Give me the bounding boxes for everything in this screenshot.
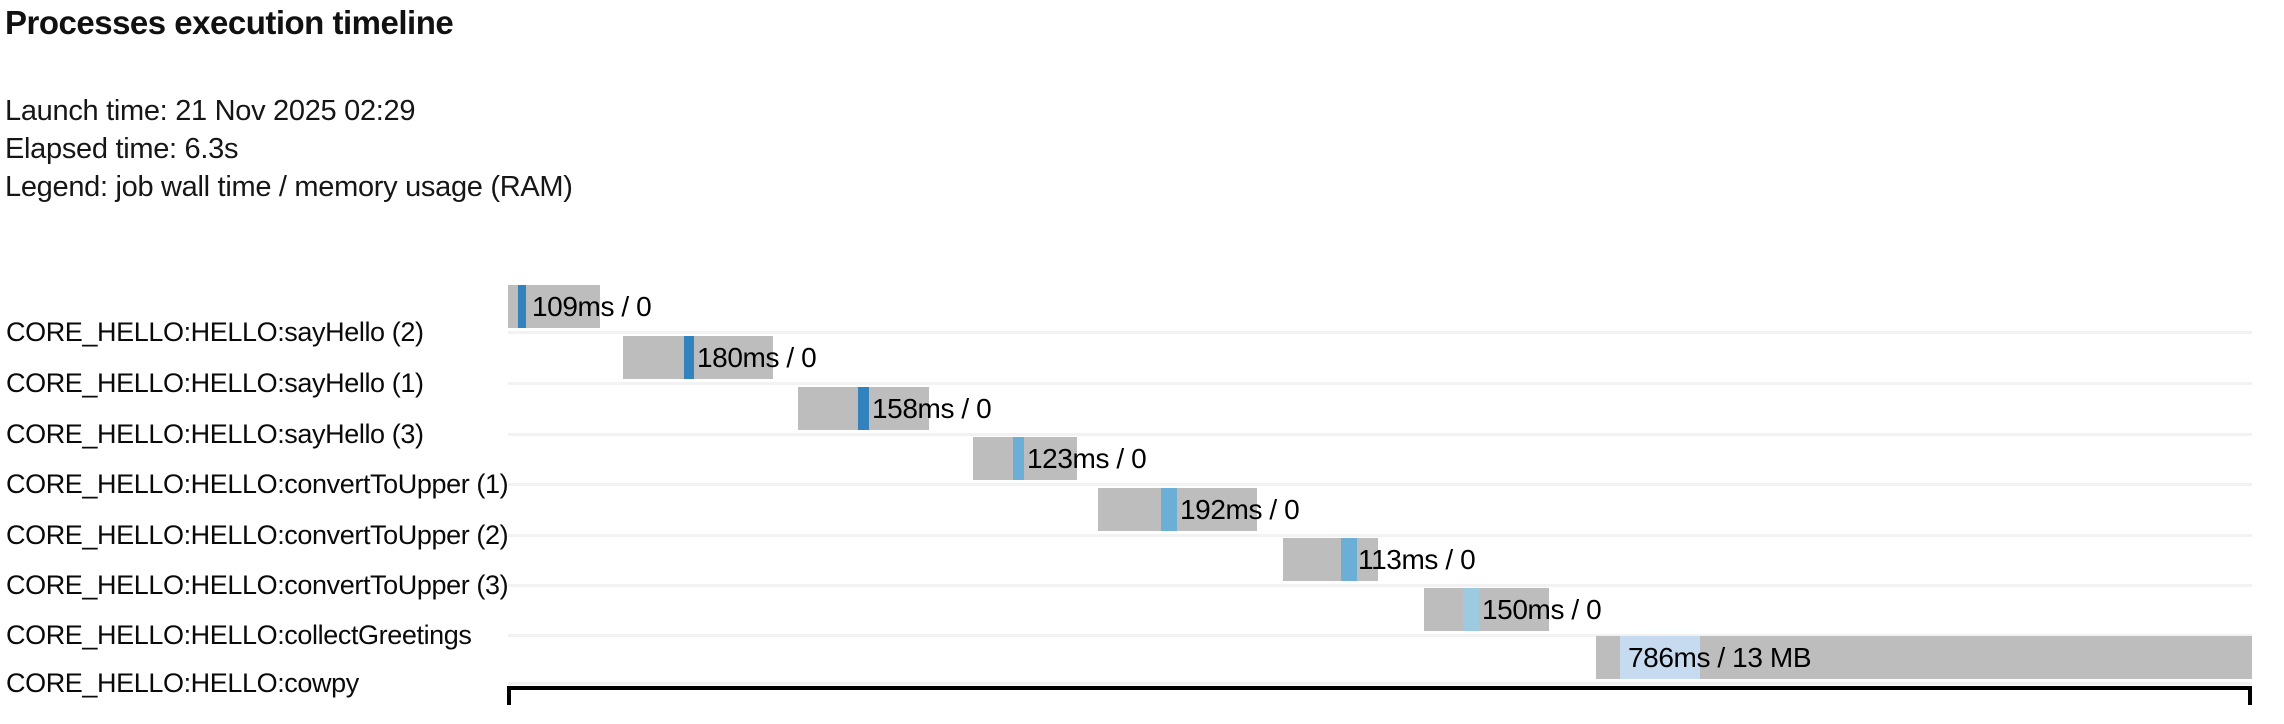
- task-queue-segment: [1283, 538, 1378, 581]
- process-label: CORE_HELLO:HELLO:sayHello (2): [6, 317, 424, 347]
- process-label: CORE_HELLO:HELLO:cowpy: [6, 668, 359, 698]
- task-runtime-segment: [684, 336, 694, 379]
- clipped-bottom-panel: [507, 686, 2252, 705]
- task-queue-segment: [623, 336, 773, 379]
- process-label: CORE_HELLO:HELLO:convertToUpper (3): [6, 570, 509, 600]
- task-bar: [1283, 538, 1378, 581]
- task-bar: [508, 285, 600, 328]
- row-separator: [508, 382, 2252, 385]
- row-separator: [508, 433, 2252, 436]
- task-duration-label: 113ms / 0: [1358, 544, 1476, 575]
- task-runtime-segment: [858, 387, 869, 430]
- task-duration-label: 109ms / 0: [532, 291, 652, 322]
- task-duration-label: 123ms / 0: [1027, 443, 1147, 474]
- task-queue-segment: [1596, 636, 2252, 679]
- launch-time-line: Launch time: 21 Nov 2025 02:29: [5, 95, 416, 127]
- task-queue-segment: [1424, 588, 1549, 631]
- task-queue-segment: [973, 437, 1077, 480]
- elapsed-time-line: Elapsed time: 6.3s: [5, 133, 239, 165]
- process-label: CORE_HELLO:HELLO:convertToUpper (1): [6, 469, 509, 499]
- row-separator: [508, 634, 2252, 637]
- task-bar: [973, 437, 1077, 480]
- task-runtime-segment: [1463, 588, 1479, 631]
- process-label: CORE_HELLO:HELLO:convertToUpper (2): [6, 520, 509, 550]
- task-bar: [1424, 588, 1549, 631]
- process-label: CORE_HELLO:HELLO:collectGreetings: [6, 620, 472, 650]
- task-duration-label: 158ms / 0: [872, 393, 992, 424]
- row-separator: [508, 584, 2252, 587]
- row-separator: [508, 534, 2252, 537]
- task-bar: [623, 336, 773, 379]
- task-runtime-segment: [1161, 488, 1177, 531]
- task-runtime-segment: [1341, 538, 1357, 581]
- report-meta: Launch time: 21 Nov 2025 02:29 Elapsed t…: [5, 92, 573, 206]
- task-duration-label: 786ms / 13 MB: [1628, 642, 1812, 673]
- task-duration-label: 150ms / 0: [1482, 594, 1602, 625]
- task-bar: [798, 387, 929, 430]
- task-queue-segment: [1098, 488, 1257, 531]
- page-title: Processes execution timeline: [5, 4, 454, 41]
- task-runtime-segment: [1013, 437, 1024, 480]
- row-separator: [508, 682, 2252, 685]
- task-runtime-segment: [518, 285, 526, 328]
- row-separator: [508, 331, 2252, 334]
- process-label: CORE_HELLO:HELLO:sayHello (3): [6, 419, 424, 449]
- row-separator: [508, 483, 2252, 486]
- legend-line: Legend: job wall time / memory usage (RA…: [5, 171, 573, 203]
- task-bar: [1596, 636, 2252, 679]
- task-duration-label: 180ms / 0: [697, 342, 817, 373]
- task-bar: [1098, 488, 1257, 531]
- task-runtime-segment: [1620, 636, 1700, 679]
- task-duration-label: 192ms / 0: [1180, 494, 1300, 525]
- process-label: CORE_HELLO:HELLO:sayHello (1): [6, 368, 424, 398]
